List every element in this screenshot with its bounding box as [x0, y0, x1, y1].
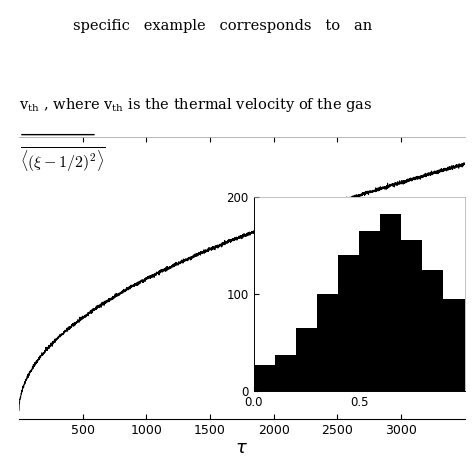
Text: $\mathregular{v}_{\mathregular{th}}$ , where $\mathregular{v}_{\mathregular{th}}: $\mathregular{v}_{\mathregular{th}}$ , w…	[19, 96, 373, 114]
Bar	[274, 355, 296, 391]
Bar	[380, 214, 401, 391]
Bar	[359, 231, 380, 391]
Bar	[444, 299, 465, 391]
Bar	[317, 294, 338, 391]
Bar	[338, 255, 359, 391]
Text: specific   example   corresponds   to   an: specific example corresponds to an	[73, 18, 373, 33]
Text: $\overline{\langle(\xi - 1/2)^2\rangle}$: $\overline{\langle(\xi - 1/2)^2\rangle}$	[20, 146, 106, 175]
Bar	[254, 365, 274, 391]
Bar	[422, 270, 444, 391]
X-axis label: $\tau$: $\tau$	[235, 439, 248, 457]
Bar	[296, 328, 317, 391]
Bar	[401, 240, 422, 391]
